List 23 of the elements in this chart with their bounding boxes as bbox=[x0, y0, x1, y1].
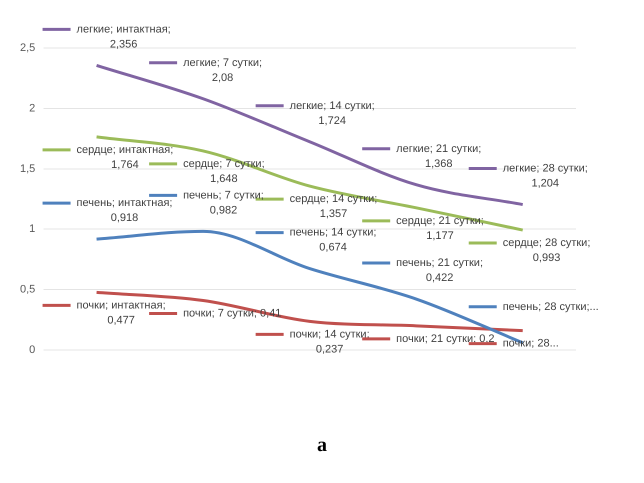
data-label: легкие; 14 сутки; 1,724 bbox=[290, 100, 375, 127]
y-tick-label: 1 bbox=[29, 223, 36, 236]
data-label: почки; интактная; 0,477 bbox=[76, 299, 166, 326]
data-label: печень; 14 сутки; 0,674 bbox=[290, 226, 376, 254]
data-label: сердце; 28 сутки; 0,993 bbox=[502, 237, 590, 264]
data-label: печень; 28 сутки;... bbox=[502, 300, 599, 313]
data-label: печень; интактная; 0,918 bbox=[76, 197, 172, 224]
y-tick-label: 1,5 bbox=[20, 162, 36, 175]
data-label: почки; 14 сутки; 0,237 bbox=[290, 328, 370, 356]
data-label: печень; 7 сутки; 0,982 bbox=[183, 189, 264, 216]
data-label: легкие; 28 сутки; 1,204 bbox=[502, 162, 588, 190]
data-label: легкие; 7 сутки; 2,08 bbox=[183, 56, 262, 84]
data-label: почки; 21 сутки; 0,2 bbox=[396, 332, 495, 345]
text: a bbox=[316, 434, 328, 457]
data-label: сердце; интактная; 1,764 bbox=[76, 144, 174, 171]
data-label: почки; 28... bbox=[502, 338, 559, 350]
data-label: легкие; 21 сутки; 1,368 bbox=[396, 142, 482, 170]
y-tick-label: 2,5 bbox=[20, 42, 36, 54]
data-label: печень; 21 сутки; 0,422 bbox=[396, 257, 484, 284]
y-tick-label: 0,5 bbox=[20, 284, 36, 296]
data-label: легкие; интактная; 2,356 bbox=[76, 23, 171, 50]
y-tick-label: 0 bbox=[29, 344, 36, 356]
y-tick-label: 2 bbox=[29, 102, 36, 114]
